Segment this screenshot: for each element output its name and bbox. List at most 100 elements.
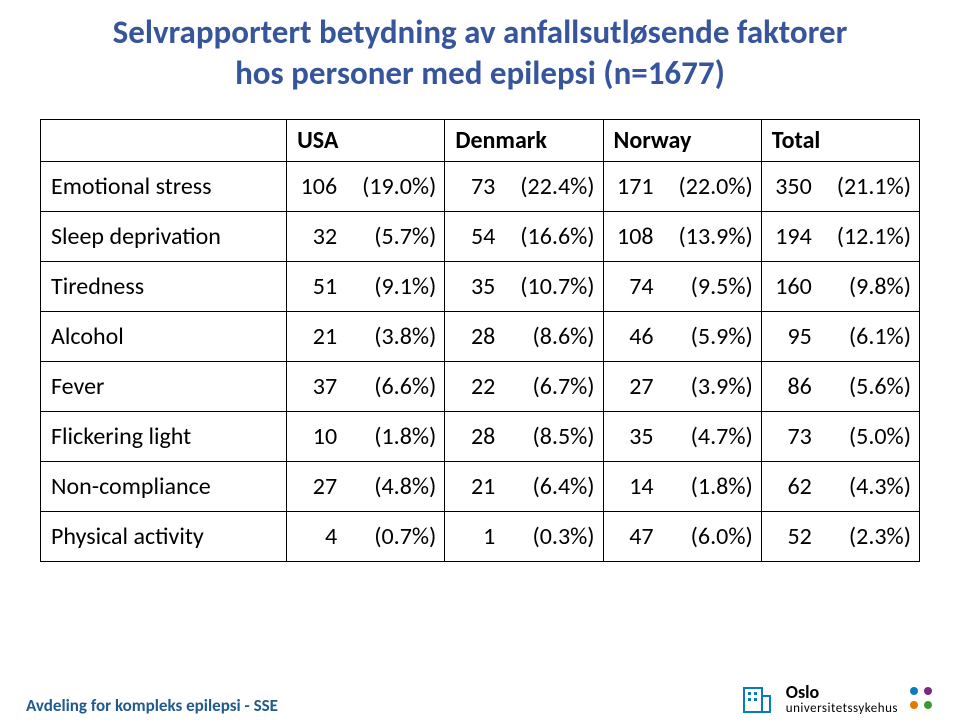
cell-count: 28	[453, 422, 495, 451]
table-cell: 46(5.9%)	[603, 311, 761, 361]
dot-icon	[910, 687, 918, 695]
cell-percent: (3.8%)	[337, 322, 436, 351]
cell-count: 194	[770, 222, 812, 251]
dot-icon	[910, 701, 918, 709]
table-cell: 171(22.0%)	[603, 161, 761, 211]
table-cell: 73(22.4%)	[445, 161, 603, 211]
cell-count: 54	[453, 222, 495, 251]
table-row: Physical activity4(0.7%)1(0.3%)47(6.0%)5…	[41, 511, 920, 561]
cell-count: 171	[612, 172, 654, 201]
cell-percent: (19.0%)	[337, 172, 436, 201]
cell-count: 52	[770, 522, 812, 551]
cell-count: 47	[612, 522, 654, 551]
title-line2: hos personer med epilepsi (n=1677)	[235, 53, 725, 93]
table-cell: 86(5.6%)	[761, 361, 919, 411]
table-row: Non-compliance27(4.8%)21(6.4%)14(1.8%)62…	[41, 461, 920, 511]
header-col: Norway	[603, 119, 761, 161]
cell-count: 95	[770, 322, 812, 351]
cell-percent: (6.4%)	[495, 472, 594, 501]
cell-percent: (8.5%)	[495, 422, 594, 451]
table-cell: 21(3.8%)	[287, 311, 445, 361]
table-row: Emotional stress106(19.0%)73(22.4%)171(2…	[41, 161, 920, 211]
cell-percent: (10.7%)	[495, 272, 594, 301]
table-cell: 21(6.4%)	[445, 461, 603, 511]
cell-percent: (5.6%)	[812, 372, 911, 401]
table-cell: 10(1.8%)	[287, 411, 445, 461]
cell-percent: (12.1%)	[812, 222, 911, 251]
cell-percent: (8.6%)	[495, 322, 594, 351]
table-cell: 28(8.5%)	[445, 411, 603, 461]
table-row: Flickering light10(1.8%)28(8.5%)35(4.7%)…	[41, 411, 920, 461]
cell-count: 32	[295, 222, 337, 251]
cell-count: 73	[453, 172, 495, 201]
logo-text: Oslo universitetssykehus	[786, 683, 898, 716]
logo-line1: Oslo	[786, 683, 898, 702]
table-cell: 35(10.7%)	[445, 261, 603, 311]
cell-percent: (1.8%)	[337, 422, 436, 451]
cell-count: 4	[295, 522, 337, 551]
row-label: Fever	[41, 361, 287, 411]
row-label: Non-compliance	[41, 461, 287, 511]
cell-percent: (5.0%)	[812, 422, 911, 451]
title-line1: Selvrapportert betydning av anfallsutløs…	[113, 12, 848, 52]
table-cell: 73(5.0%)	[761, 411, 919, 461]
cell-percent: (1.8%)	[654, 472, 753, 501]
table-cell: 47(6.0%)	[603, 511, 761, 561]
header-col: Denmark	[445, 119, 603, 161]
cell-count: 22	[453, 372, 495, 401]
cell-percent: (9.1%)	[337, 272, 436, 301]
cell-count: 73	[770, 422, 812, 451]
cell-count: 46	[612, 322, 654, 351]
cell-percent: (4.3%)	[812, 472, 911, 501]
table-cell: 37(6.6%)	[287, 361, 445, 411]
cell-percent: (5.9%)	[654, 322, 753, 351]
dot-icon	[924, 701, 932, 709]
cell-percent: (0.7%)	[337, 522, 436, 551]
table-cell: 27(3.9%)	[603, 361, 761, 411]
cell-percent: (3.9%)	[654, 372, 753, 401]
row-label: Emotional stress	[41, 161, 287, 211]
cell-count: 1	[453, 522, 495, 551]
cell-count: 108	[612, 222, 654, 251]
cell-percent: (6.1%)	[812, 322, 911, 351]
table-cell: 22(6.7%)	[445, 361, 603, 411]
cell-count: 160	[770, 272, 812, 301]
row-label: Tiredness	[41, 261, 287, 311]
row-label: Physical activity	[41, 511, 287, 561]
cell-count: 86	[770, 372, 812, 401]
hospital-building-icon	[740, 682, 774, 716]
table-cell: 160(9.8%)	[761, 261, 919, 311]
cell-count: 37	[295, 372, 337, 401]
table-row: Sleep deprivation32(5.7%)54(16.6%)108(13…	[41, 211, 920, 261]
table-cell: 35(4.7%)	[603, 411, 761, 461]
cell-percent: (21.1%)	[812, 172, 911, 201]
cell-count: 35	[453, 272, 495, 301]
table-header-row: USA Denmark Norway Total	[41, 119, 920, 161]
table-row: Fever37(6.6%)22(6.7%)27(3.9%)86(5.6%)	[41, 361, 920, 411]
header-col: Total	[761, 119, 919, 161]
row-label: Alcohol	[41, 311, 287, 361]
table-cell: 52(2.3%)	[761, 511, 919, 561]
header-col: USA	[287, 119, 445, 161]
row-label: Flickering light	[41, 411, 287, 461]
cell-count: 28	[453, 322, 495, 351]
cell-count: 27	[612, 372, 654, 401]
table-cell: 51(9.1%)	[287, 261, 445, 311]
dot-icon	[924, 687, 932, 695]
cell-count: 10	[295, 422, 337, 451]
table-cell: 106(19.0%)	[287, 161, 445, 211]
cell-percent: (0.3%)	[495, 522, 594, 551]
slide-title: Selvrapportert betydning av anfallsutløs…	[0, 0, 960, 95]
cell-percent: (6.0%)	[654, 522, 753, 551]
table-cell: 27(4.8%)	[287, 461, 445, 511]
cell-percent: (2.3%)	[812, 522, 911, 551]
table-cell: 350(21.1%)	[761, 161, 919, 211]
cell-percent: (6.6%)	[337, 372, 436, 401]
table-cell: 62(4.3%)	[761, 461, 919, 511]
logo-dots	[910, 687, 934, 711]
table-cell: 4(0.7%)	[287, 511, 445, 561]
table-cell: 95(6.1%)	[761, 311, 919, 361]
cell-count: 62	[770, 472, 812, 501]
logo-line2: universitetssykehus	[786, 702, 898, 716]
footer-left-text: Avdeling for kompleks epilepsi - SSE	[26, 695, 278, 716]
